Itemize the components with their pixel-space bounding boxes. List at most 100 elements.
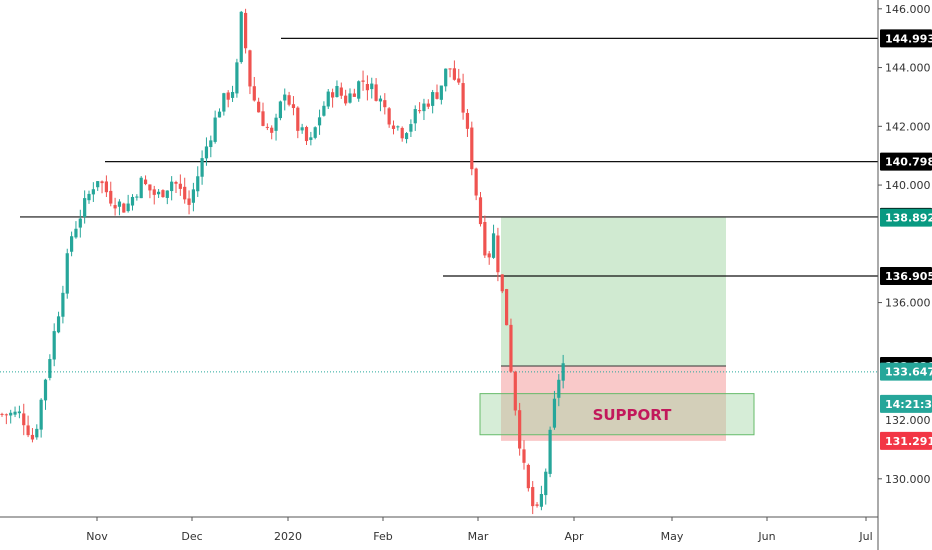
candle-body-86 [374,84,378,101]
candle-body-57 [248,50,252,87]
candle-body-88 [383,100,387,108]
candle-body-111 [483,221,487,256]
x-tick-label: Mar [468,530,489,543]
x-tick-label: Jun [757,530,775,543]
candle-body-128 [557,379,561,398]
candle-body-35 [152,189,156,195]
candle-body-1 [4,414,8,416]
candle-body-69 [300,127,304,131]
candle-body-114 [496,235,500,273]
candle-body-6 [26,425,30,436]
candle-body-127 [552,398,557,428]
candle-body-33 [143,179,148,185]
candle-body-2 [9,412,13,416]
x-tick-label: Nov [86,530,108,543]
price-tag-text: 133.647 [885,366,932,379]
candle-body-106 [461,83,465,113]
x-tick-label: May [661,530,684,543]
candle-body-9 [39,399,43,430]
candle-body-83 [361,80,365,82]
candle-body-55 [239,11,243,63]
candle-body-68 [296,107,300,131]
candle-body-53 [230,91,235,98]
candle-body-129 [561,363,565,381]
candle-body-19 [83,198,87,218]
candle-body-14 [61,292,65,317]
x-tick-label: Feb [373,530,392,543]
candle-body-104 [452,68,456,80]
y-tick-label: 142.000 [885,120,931,133]
price-tag-4 [880,431,932,450]
candle-body-51 [222,93,226,112]
candle-body-64 [278,101,282,119]
candle-body-105 [457,78,461,83]
candle-body-28 [122,203,126,213]
candle-body-47 [204,146,209,159]
candle-body-63 [274,117,278,131]
candle-body-109 [474,168,478,196]
candle-body-115 [500,274,504,292]
candle-body-44 [191,189,195,203]
candle-body-20 [87,193,91,201]
candle-body-117 [509,324,513,372]
candle-body-25 [109,190,113,204]
level-lines [0,37,878,373]
candle-body-101 [439,85,443,100]
price-tag-2 [880,362,932,381]
level-price-tag-3 [880,266,932,285]
level-price-tag-1 [880,152,932,171]
price-tag-0 [880,208,932,227]
candle-body-56 [244,12,248,49]
candle-body-7 [30,434,35,440]
candle-body-96 [418,110,422,112]
candle-body-54 [235,62,239,94]
support-zone [479,393,755,436]
candle-body-89 [387,108,391,125]
candle-body-50 [217,111,222,118]
candle-body-15 [65,253,69,294]
candle-body-95 [413,109,417,124]
candle-body-81 [352,93,356,97]
candle-body-126 [548,429,552,474]
candle-body-93 [404,133,409,140]
price-tag-text: 138.892 [885,212,932,225]
candle-body-49 [213,117,217,142]
candle-body-107 [465,112,470,129]
x-tick-label: Apr [564,530,584,543]
candle-body-113 [491,233,496,258]
y-tick-label-partial: 132.000 [885,414,931,427]
candle-body-77 [335,85,339,98]
candle-body-71 [309,137,313,140]
candle-body-121 [526,464,530,489]
candle-body-70 [304,127,309,142]
candle-body-124 [539,493,543,507]
position-zones: SUPPORT [479,217,755,441]
candle-body-52 [226,92,230,100]
candle-body-90 [391,125,396,129]
y-tick-label: 140.000 [885,179,931,192]
candle-body-59 [257,101,261,113]
candle-body-12 [52,331,56,360]
candle-body-80 [348,93,352,103]
candle-body-5 [22,413,26,426]
candle-body-13 [56,316,61,333]
candle-body-4 [17,411,21,414]
candle-body-98 [426,103,430,107]
candle-body-102 [444,68,448,87]
candle-body-91 [396,126,400,128]
candle-body-29 [126,203,130,212]
candle-body-11 [48,359,52,378]
candle-body-43 [187,198,191,205]
candle-body-74 [322,105,326,116]
profit-zone [501,217,726,367]
candle-body-123 [535,504,539,506]
candle-body-100 [435,92,439,99]
candle-body-0 [0,413,4,415]
candle-body-103 [448,68,452,70]
candles [0,8,565,515]
candle-body-18 [78,218,82,228]
candle-body-62 [270,127,274,133]
candle-body-36 [157,191,161,195]
